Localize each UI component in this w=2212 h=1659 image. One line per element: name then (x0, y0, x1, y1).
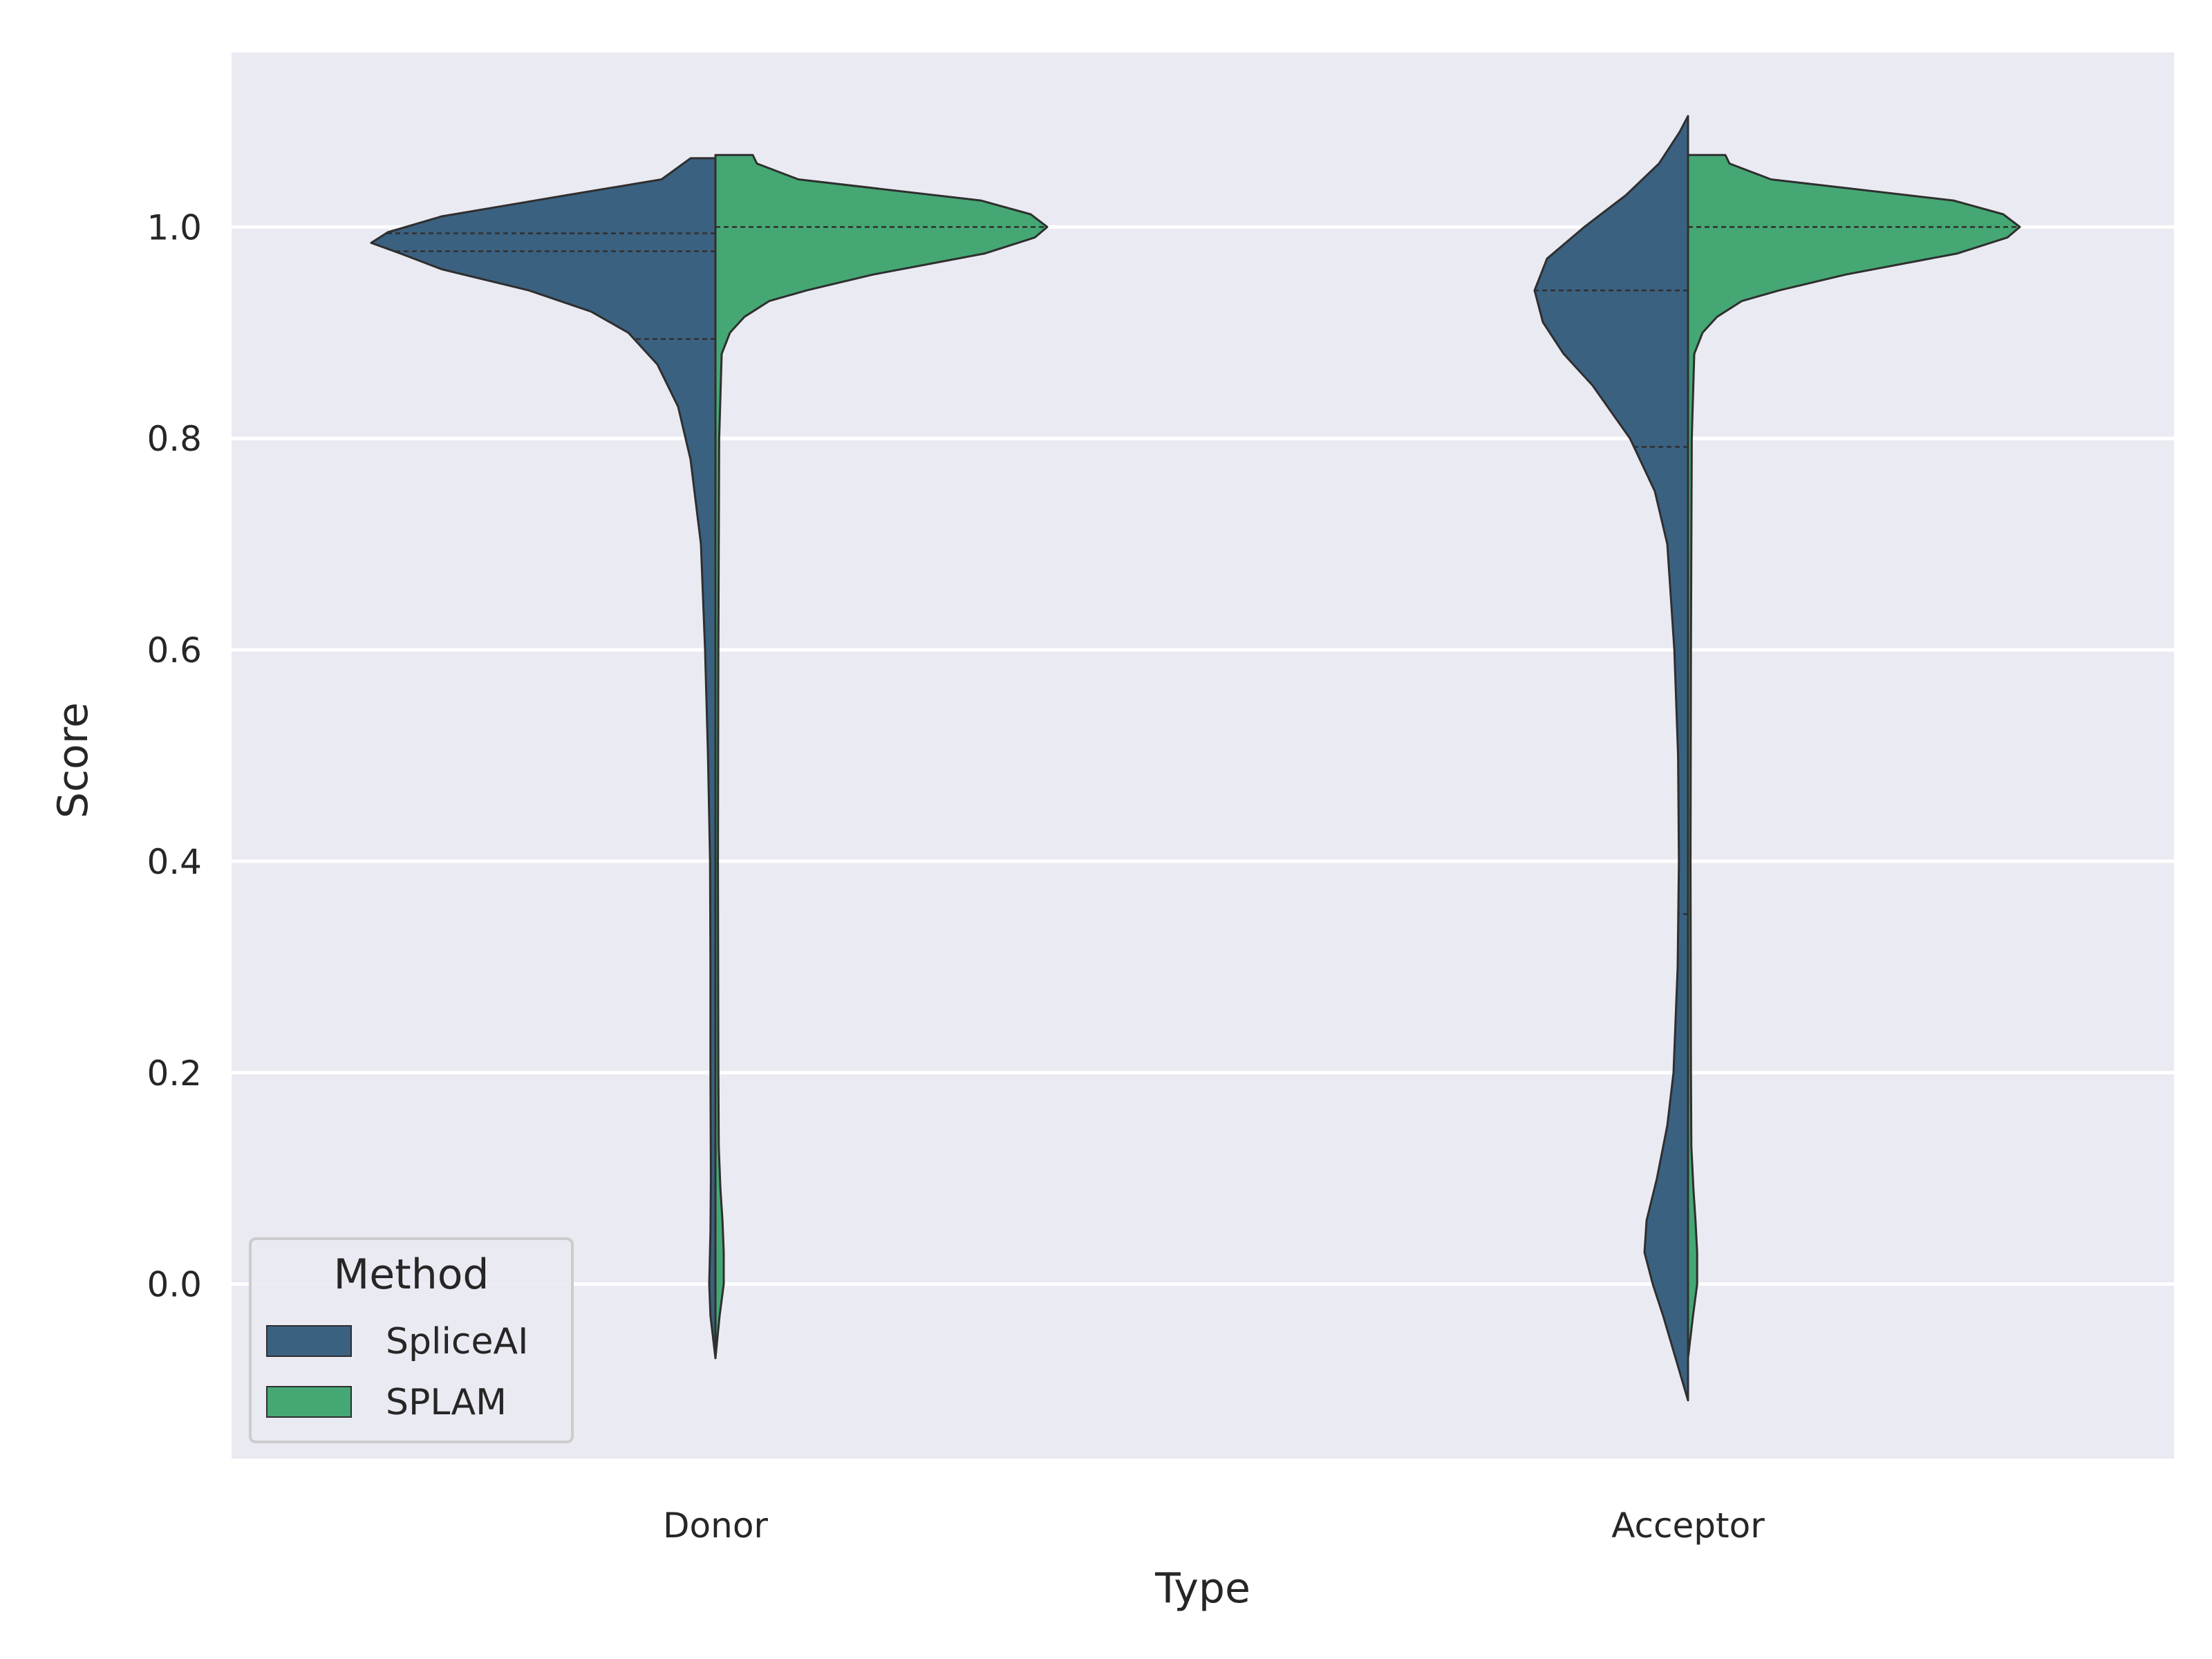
legend-title: Method (333, 1250, 489, 1299)
x-tick-labels: Donor Acceptor (663, 1506, 1765, 1546)
x-axis-label: Type (1154, 1564, 1250, 1613)
legend-label-splam: SPLAM (386, 1382, 507, 1423)
violins (370, 115, 2021, 1402)
violin-splam-donor (714, 153, 1049, 1360)
y-tick-label: 0.4 (147, 842, 202, 882)
y-axis-label: Score (49, 702, 97, 818)
y-tick-label: 1.0 (147, 207, 202, 247)
y-tick-label: 0.0 (147, 1265, 202, 1305)
violin-splam-acceptor (1687, 153, 2021, 1360)
y-tick-label: 0.6 (147, 630, 202, 671)
legend-label-spliceai: SpliceAI (386, 1321, 528, 1362)
legend-swatch-splam (266, 1386, 352, 1418)
x-tick-label-acceptor: Acceptor (1611, 1506, 1765, 1546)
legend: Method SpliceAI SPLAM (249, 1237, 574, 1443)
x-tick-label-donor: Donor (663, 1506, 768, 1546)
y-tick-labels: 0.0 0.2 0.4 0.6 0.8 1.0 (147, 207, 202, 1304)
y-tick-label: 0.8 (147, 419, 202, 459)
violin-spliceai-acceptor (1533, 115, 1689, 1402)
y-tick-label: 0.2 (147, 1053, 202, 1094)
violin-spliceai-donor (370, 157, 717, 1360)
legend-swatch-spliceai (266, 1325, 352, 1357)
